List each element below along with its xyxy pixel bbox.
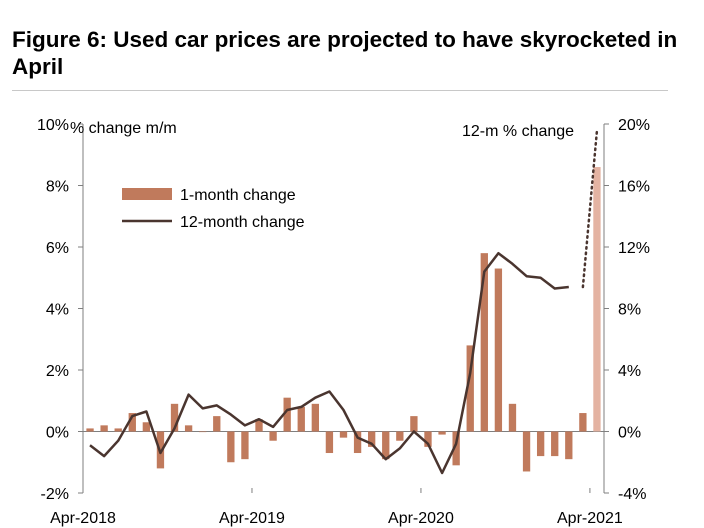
line-projection-dotted — [581, 128, 599, 289]
right-tick-label: 16% — [618, 179, 650, 196]
bar — [227, 431, 235, 463]
left-axis: 10% 8% 6% 4% 2% 0% -2% % change m/m — [37, 117, 177, 503]
bar — [269, 431, 277, 441]
bar — [382, 431, 390, 460]
bar — [396, 431, 404, 441]
right-tick-label: 4% — [618, 363, 641, 380]
legend-swatch-bar — [122, 188, 172, 200]
bar — [283, 397, 291, 432]
legend-label-bar: 1-month change — [180, 187, 296, 204]
bar — [297, 406, 305, 432]
bar — [213, 416, 221, 432]
x-tick-label: Apr-2020 — [388, 510, 454, 527]
bar — [353, 431, 362, 454]
left-tick-label: 4% — [46, 302, 69, 319]
bar — [551, 431, 559, 457]
bar — [466, 345, 474, 432]
bar — [452, 431, 460, 466]
x-tick-label: Apr-2021 — [557, 510, 623, 527]
left-axis-label: % change m/m — [70, 120, 177, 137]
bar — [522, 431, 531, 472]
bar-projection — [593, 167, 601, 432]
left-tick-label: 10% — [37, 117, 69, 134]
right-tick-label: 0% — [618, 425, 641, 442]
bar — [438, 431, 446, 435]
title-divider — [12, 90, 668, 91]
bar — [325, 431, 334, 454]
left-tick-label: 2% — [46, 363, 69, 380]
line-12-month — [89, 251, 569, 475]
bar — [241, 431, 249, 460]
bar-series — [86, 167, 601, 472]
bar — [410, 416, 418, 432]
right-axis-label: 12-m % change — [462, 123, 574, 140]
bar — [128, 413, 136, 432]
bar — [508, 403, 517, 432]
legend-label-line: 12-month change — [180, 214, 305, 231]
bar — [86, 428, 94, 432]
x-tick-label: Apr-2018 — [50, 510, 116, 527]
left-tick-label: -2% — [41, 486, 69, 503]
bar — [255, 419, 263, 432]
left-tick-label: 8% — [46, 179, 69, 196]
bar — [536, 431, 545, 457]
right-tick-label: 20% — [618, 117, 650, 134]
bar — [424, 431, 432, 447]
x-tick-label: Apr-2019 — [219, 510, 285, 527]
bar — [142, 422, 151, 432]
bar — [114, 428, 122, 432]
right-tick-label: 8% — [618, 302, 641, 319]
right-tick-label: -4% — [618, 486, 646, 503]
bar — [339, 431, 348, 438]
left-tick-label: 0% — [46, 425, 69, 442]
right-tick-label: 12% — [618, 240, 650, 257]
bar — [170, 403, 179, 432]
right-axis: 20% 16% 12% 8% 4% 0% -4% 12-m % change — [462, 117, 650, 503]
bar — [199, 431, 207, 433]
bar — [494, 268, 503, 432]
bar — [579, 413, 587, 432]
legend: 1-month change 12-month change — [122, 187, 305, 231]
bar — [368, 431, 376, 447]
figure-title: Figure 6: Used car prices are projected … — [12, 27, 678, 79]
x-axis: Apr-2018 Apr-2019 Apr-2020 Apr-2021 — [50, 488, 623, 527]
left-tick-label: 6% — [46, 240, 69, 257]
bar — [311, 403, 319, 432]
bar — [184, 425, 193, 432]
bar — [480, 253, 488, 432]
bar — [565, 431, 573, 460]
bar — [100, 425, 108, 432]
